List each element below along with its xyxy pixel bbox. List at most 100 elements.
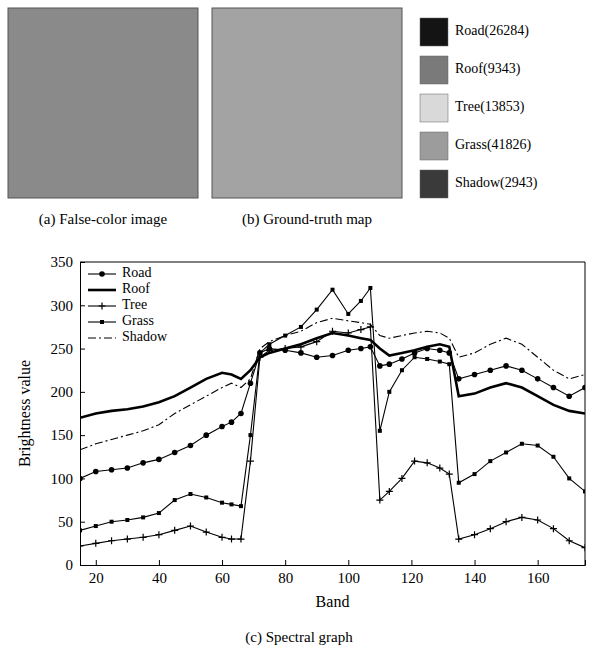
series-marker xyxy=(140,534,147,541)
series-marker xyxy=(436,465,443,472)
x-tick-mark xyxy=(222,560,223,565)
series-marker xyxy=(108,537,115,544)
y-tick-label: 250 xyxy=(51,341,74,357)
series-marker xyxy=(188,492,192,496)
x-axis-line xyxy=(81,560,586,566)
legend-label: Roof xyxy=(122,281,150,296)
series-marker xyxy=(239,504,243,508)
series-marker xyxy=(473,472,477,476)
series-marker xyxy=(219,534,226,541)
x-tick: 60 xyxy=(215,560,230,586)
x-tick: 140 xyxy=(464,560,487,586)
chart-caption: (c) Spectral graph xyxy=(245,629,353,646)
series-marker xyxy=(425,357,429,361)
series-marker xyxy=(519,367,525,373)
series-marker xyxy=(124,536,131,543)
series-marker xyxy=(536,444,540,448)
series-marker xyxy=(238,411,244,417)
series-line xyxy=(80,327,585,548)
legend-marker xyxy=(99,271,105,277)
y-tick-label: 300 xyxy=(51,298,74,314)
series-marker xyxy=(567,476,571,480)
series-marker xyxy=(110,520,114,524)
series-line xyxy=(80,333,585,418)
series-marker xyxy=(187,523,194,530)
series-marker xyxy=(220,501,224,505)
y-tick-label: 200 xyxy=(51,384,74,400)
image-caption: (b) Ground-truth map xyxy=(242,211,372,228)
series-marker xyxy=(141,515,145,519)
y-tick-mark xyxy=(80,262,85,263)
series-marker xyxy=(93,469,99,475)
series-marker xyxy=(582,544,586,551)
series-marker xyxy=(455,536,462,543)
series-marker xyxy=(398,475,405,482)
map-legend-label: Shadow(2943) xyxy=(455,175,538,191)
x-tick-mark xyxy=(538,560,539,565)
legend-line xyxy=(88,337,116,338)
legend-label: Tree xyxy=(122,297,147,312)
image-panel: (a) False-color image xyxy=(8,8,198,228)
series-marker xyxy=(345,348,351,354)
series-marker xyxy=(378,429,382,433)
series-marker xyxy=(109,467,115,473)
x-axis: 20406080100120140160 xyxy=(81,560,586,586)
series-marker xyxy=(125,518,129,522)
series-marker xyxy=(457,481,461,485)
series-marker xyxy=(230,502,234,506)
map-legend-swatch xyxy=(420,56,448,84)
series-marker xyxy=(504,450,508,454)
series-marker xyxy=(400,368,404,372)
y-tick: 0 xyxy=(66,557,86,573)
series-marker xyxy=(314,354,320,360)
x-tick-label: 20 xyxy=(89,570,104,586)
series-marker xyxy=(447,362,451,366)
image-panel: (b) Ground-truth map xyxy=(212,8,402,228)
map-legend-swatch xyxy=(420,94,448,122)
series-marker xyxy=(203,432,209,438)
series-marker xyxy=(94,524,98,528)
y-tick: 300 xyxy=(51,298,86,314)
x-tick-label: 160 xyxy=(527,570,550,586)
y-tick-label: 350 xyxy=(51,254,74,270)
x-tick-mark xyxy=(475,560,476,565)
series-marker xyxy=(282,345,289,352)
legend-label: Road xyxy=(122,265,152,280)
x-tick-mark xyxy=(411,560,412,565)
series-marker xyxy=(503,363,509,369)
x-tick-mark xyxy=(348,560,349,565)
series-marker xyxy=(399,356,405,362)
series-marker xyxy=(518,514,525,521)
x-tick: 100 xyxy=(338,560,361,586)
series-marker xyxy=(582,385,585,391)
y-tick: 200 xyxy=(51,384,86,400)
series-marker xyxy=(329,328,336,335)
x-tick-label: 60 xyxy=(215,570,230,586)
series-marker xyxy=(357,326,364,333)
series-marker xyxy=(472,372,478,378)
y-tick-mark xyxy=(80,522,85,523)
y-tick-mark xyxy=(80,392,85,393)
series-marker xyxy=(298,350,304,356)
series-marker xyxy=(247,458,254,465)
y-tick-mark xyxy=(80,435,85,436)
x-tick-mark xyxy=(159,560,160,565)
series-marker xyxy=(566,393,572,399)
x-tick-label: 140 xyxy=(464,570,487,586)
map-legend-label: Road(26284) xyxy=(455,23,529,39)
series-marker xyxy=(550,525,557,532)
y-tick-mark xyxy=(80,349,85,350)
series-marker xyxy=(411,458,418,465)
series-marker xyxy=(437,348,443,354)
plot-frame xyxy=(80,262,585,565)
y-tick: 350 xyxy=(51,254,86,270)
series-marker xyxy=(330,353,336,359)
x-tick-label: 100 xyxy=(338,570,361,586)
series-marker xyxy=(413,355,417,359)
y-tick: 150 xyxy=(51,427,86,443)
series-marker xyxy=(471,531,478,538)
y-tick-label: 150 xyxy=(51,427,74,443)
legend-marker xyxy=(99,303,106,310)
y-axis-title: Brightness value xyxy=(16,360,34,467)
series-marker xyxy=(534,516,541,523)
